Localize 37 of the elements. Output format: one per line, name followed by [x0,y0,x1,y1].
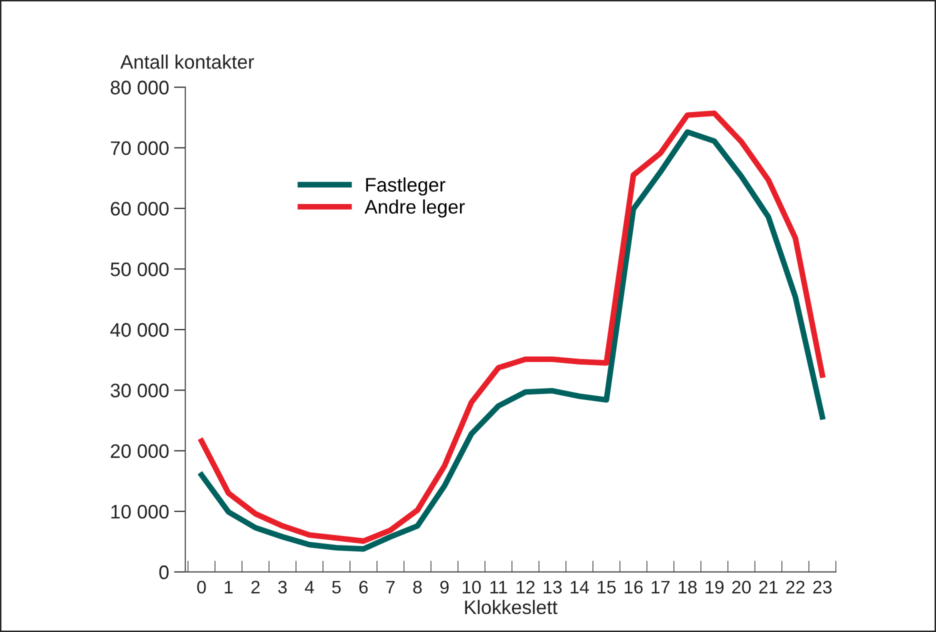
y-tick-label: 20 000 [110,444,169,458]
x-tick-label: 16 [624,580,643,594]
x-tick-label: 13 [544,580,562,594]
y-tick-label: 30 000 [110,384,169,398]
x-tick-label: 0 [197,580,206,594]
y-tick-label: 50 000 [110,262,169,276]
x-axis-title: Klokkeslett [465,600,558,614]
x-tick-label: 14 [570,580,589,594]
legend-label: Andre leger [364,199,465,218]
x-tick-label: 7 [386,580,395,594]
y-tick-label: 10 000 [111,504,169,519]
x-tick-label: 8 [413,580,422,594]
x-tick-label: 2 [251,580,260,594]
x-tick-label: 20 [732,580,751,594]
legend-label: Fastleger [366,177,446,196]
x-tick-label: 21 [759,580,778,594]
x-tick-label: 9 [440,580,449,594]
x-tick-label: 17 [652,580,670,594]
x-tick-label: 19 [706,580,724,594]
y-tick-label: 70 000 [110,141,169,156]
x-tick-label: 18 [678,580,697,594]
x-tick-label: 4 [304,580,314,594]
y-tick-label: 0 [159,565,169,580]
x-tick-label: 6 [359,580,368,594]
x-tick-label: 10 [462,580,481,594]
x-tick-label: 5 [332,580,341,594]
y-axis-title: Antall kontakter [120,54,254,69]
x-tick-label: 12 [516,580,535,594]
x-tick-label: 22 [786,580,804,594]
x-tick-label: 15 [598,580,616,594]
y-tick-label: 40 000 [110,323,169,337]
x-tick-label: 23 [813,580,832,594]
x-tick-label: 11 [490,580,507,594]
x-tick-label: 3 [278,580,287,594]
x-tick-label: 1 [224,580,233,594]
y-tick-label: 80 000 [110,80,169,94]
y-tick-label: 60 000 [110,202,169,216]
